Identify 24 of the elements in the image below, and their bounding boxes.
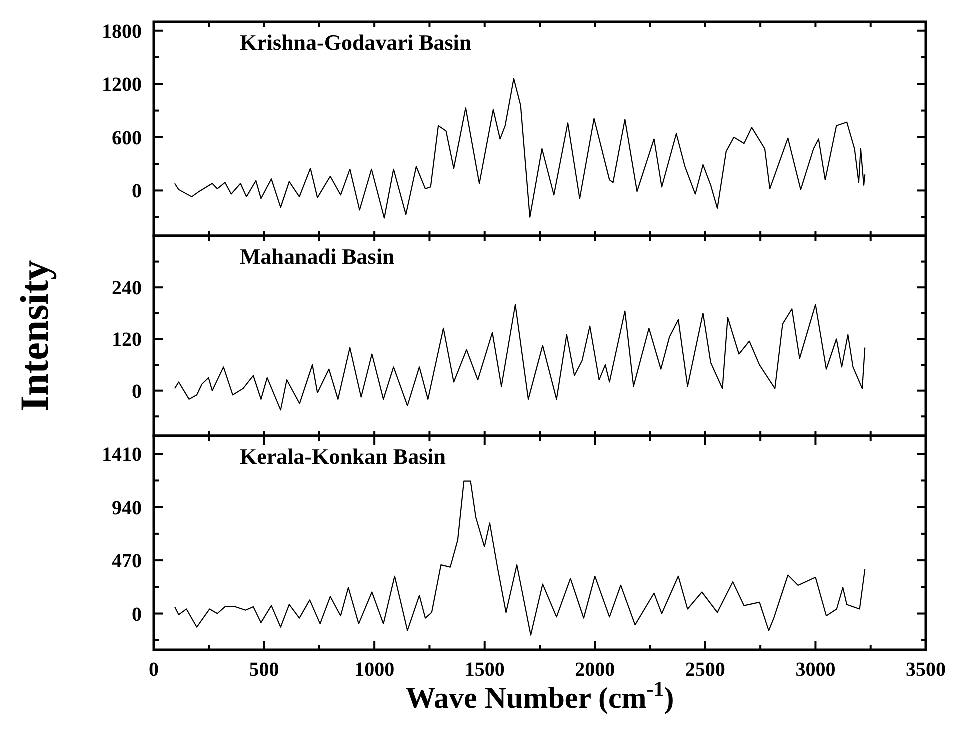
x-tick-label: 0	[149, 659, 159, 681]
x-tick-label: 3000	[796, 659, 836, 681]
y-tick-label: 940	[112, 497, 142, 520]
line-series	[174, 78, 866, 219]
y-tick-label: 1410	[102, 444, 142, 466]
y-tick-label: 470	[112, 550, 142, 573]
y-tick-label: 240	[112, 278, 142, 300]
x-tick-label: 2500	[685, 659, 726, 681]
x-tick-label: 1000	[354, 659, 395, 681]
y-tick-label: 0	[132, 380, 142, 403]
y-axis-title: Intensity	[12, 260, 57, 412]
x-tick-label: 500	[249, 659, 280, 681]
line-series	[174, 480, 866, 636]
y-tick-label: 0	[132, 180, 142, 203]
chart-title: Kerala-Konkan Basin	[240, 444, 446, 469]
y-tick-label: 1200	[102, 74, 142, 96]
line-series	[174, 304, 866, 411]
x-tick-label: 3500	[906, 659, 946, 681]
chart-title: Mahanadi Basin	[240, 244, 395, 269]
y-tick-label: 1800	[102, 20, 142, 43]
y-tick-label: 0	[132, 604, 142, 626]
chart-title: Krishna-Godavari Basin	[240, 30, 472, 55]
y-tick-label: 120	[112, 329, 142, 352]
y-tick-label: 600	[112, 127, 142, 150]
